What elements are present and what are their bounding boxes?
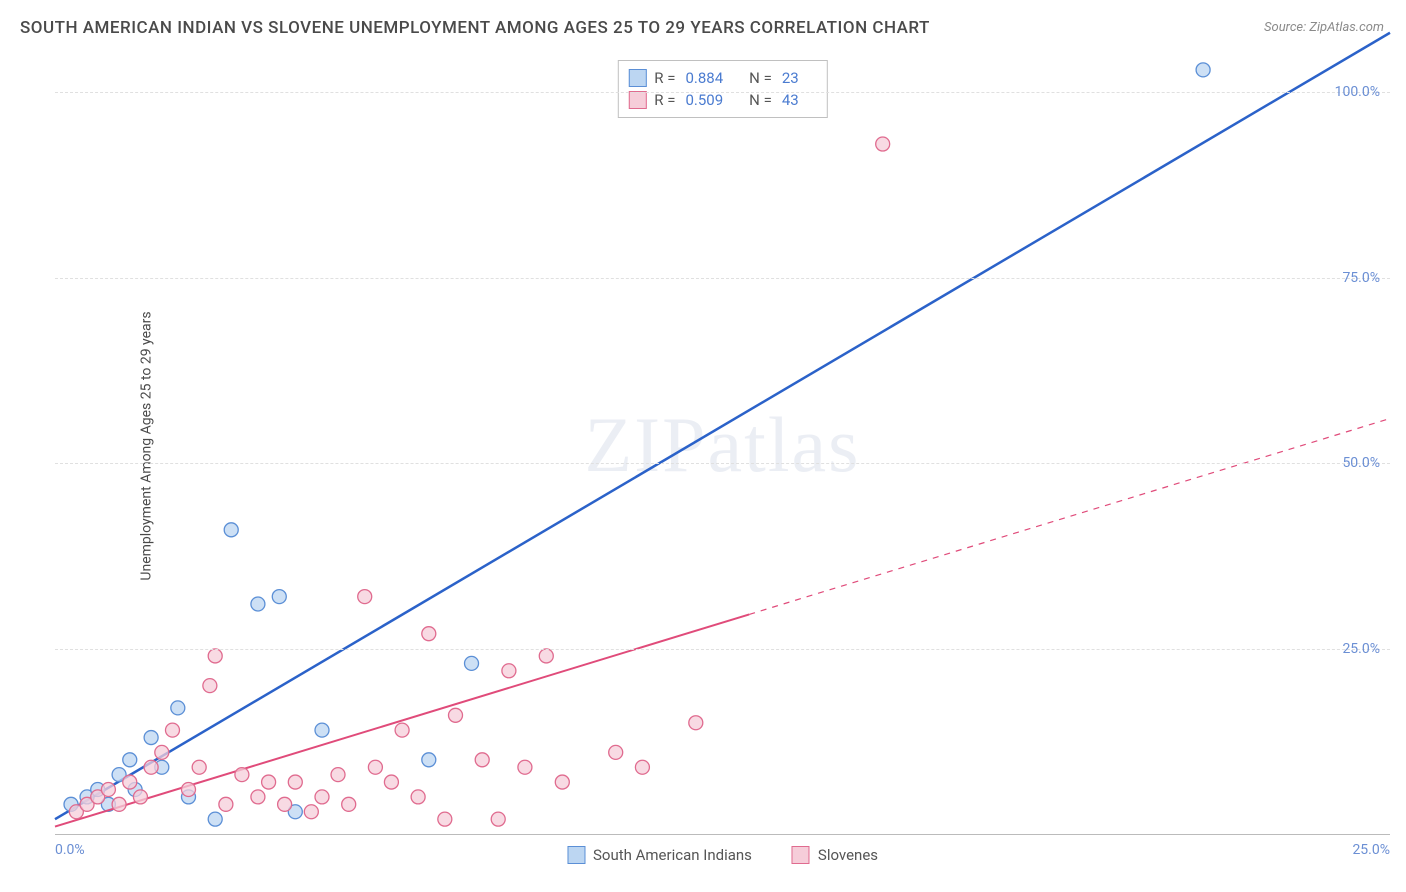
gridline [55,92,1390,93]
chart-svg [55,55,1390,834]
gridline [55,649,1390,650]
stats-row-series1: R = 0.884 N = 23 [628,67,816,89]
r-value-series1: 0.884 [685,69,723,87]
y-tick-label: 75.0% [1342,270,1380,286]
r-value-series2: 0.509 [685,91,723,109]
legend-swatch-series1 [567,846,585,864]
swatch-series1 [628,69,646,87]
y-tick-label: 25.0% [1342,641,1380,657]
gridline [55,278,1390,279]
y-tick-label: 100.0% [1335,84,1380,100]
legend-label-series1: South American Indians [593,846,752,864]
legend-item-series2: Slovenes [792,846,878,864]
swatch-series2 [628,91,646,109]
y-tick-label: 50.0% [1342,455,1380,471]
stats-legend-box: R = 0.884 N = 23 R = 0.509 N = 43 [617,60,827,118]
gridline [55,463,1390,464]
legend-label-series2: Slovenes [818,846,878,864]
r-label: R = [654,69,675,87]
r-label: R = [654,91,675,109]
x-tick-label: 0.0% [55,842,85,858]
n-label: N = [749,91,772,109]
n-value-series2: 43 [782,91,799,109]
n-value-series1: 23 [782,69,799,87]
chart-title: SOUTH AMERICAN INDIAN VS SLOVENE UNEMPLO… [20,18,930,38]
legend-swatch-series2 [792,846,810,864]
legend-item-series1: South American Indians [567,846,752,864]
x-tick-label: 25.0% [1352,842,1390,858]
source-attribution: Source: ZipAtlas.com [1264,20,1384,35]
n-label: N = [749,69,772,87]
bottom-legend: South American Indians Slovenes [567,846,878,864]
plot-area: ZIPatlas R = 0.884 N = 23 R = 0.509 N = … [55,55,1390,835]
